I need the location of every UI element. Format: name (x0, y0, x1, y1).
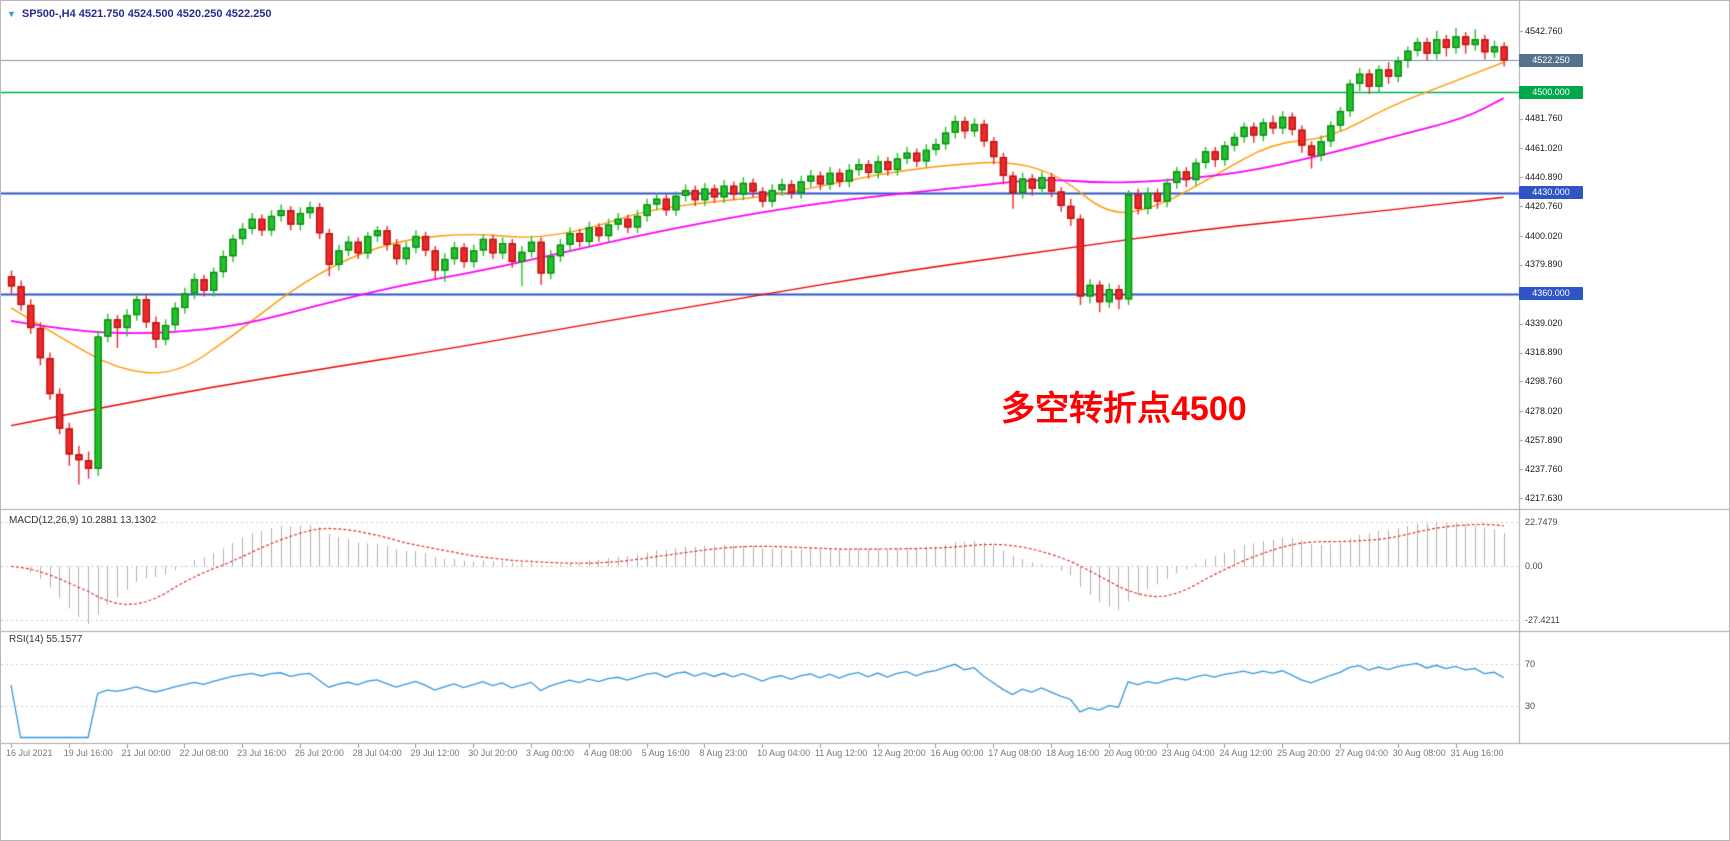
macd-axis-value: -27.4211 (1525, 615, 1560, 625)
macd-indicator-label: MACD(12,26,9) 10.2881 13.1302 (9, 515, 157, 526)
price-axis-tick: 4420.760 (1525, 200, 1563, 211)
rsi-axis-value: 30 (1525, 701, 1536, 711)
time-axis-label: 30 Aug 08:00 (1392, 748, 1446, 758)
time-axis-label: 10 Aug 04:00 (757, 748, 811, 758)
time-axis-label: 21 Jul 00:00 (121, 748, 171, 758)
time-axis-label: 27 Aug 04:00 (1334, 748, 1388, 758)
time-axis-label: 3 Aug 00:00 (526, 748, 575, 758)
time-axis-label: 25 Aug 20:00 (1277, 748, 1331, 758)
price-axis-tick: 4440.890 (1525, 171, 1563, 182)
symbol-ohlc-info: SP500-,H4 4521.750 4524.500 4520.250 452… (21, 7, 272, 20)
time-axis-label: 12 Aug 20:00 (872, 748, 926, 758)
time-axis-label: 16 Aug 00:00 (930, 748, 984, 758)
time-axis-label: 5 Aug 16:00 (641, 748, 690, 758)
macd-axis-value: 0.00 (1525, 561, 1543, 572)
rsi-axis-value: 70 (1525, 659, 1536, 669)
price-axis-tick: 4339.020 (1525, 318, 1563, 329)
macd-axis-value: 22.7479 (1525, 517, 1558, 527)
price-axis-tick: 4278.020 (1525, 405, 1563, 416)
price-axis-tick: 4217.630 (1525, 492, 1563, 503)
price-axis-tick: 4318.890 (1525, 347, 1563, 358)
rsi-indicator-label: RSI(14) 55.1577 (9, 634, 83, 645)
time-axis-label: 23 Aug 04:00 (1161, 748, 1215, 758)
price-axis-tick: 4461.020 (1525, 142, 1563, 153)
time-axis-label: 18 Aug 16:00 (1046, 748, 1100, 758)
current-price-tag: 4522.250 (1519, 53, 1583, 67)
price-axis-tick: 4257.890 (1525, 434, 1563, 445)
time-axis-label: 8 Aug 23:00 (699, 748, 748, 758)
time-axis-label: 29 Jul 12:00 (410, 748, 460, 758)
price-axis-tick: 4400.020 (1525, 230, 1563, 241)
level-price-tag: 4360.000 (1519, 287, 1583, 301)
time-axis-label: 16 Jul 2021 (6, 748, 53, 758)
time-axis-label: 23 Jul 16:00 (237, 748, 287, 758)
time-axis-label: 17 Aug 08:00 (988, 748, 1042, 758)
price-axis-tick: 4237.760 (1525, 463, 1563, 474)
time-axis-label: 22 Jul 08:00 (179, 748, 229, 758)
level-price-tag: 4430.000 (1519, 186, 1583, 200)
price-axis-tick: 4481.760 (1525, 113, 1563, 124)
level-price-tag: 4500.000 (1519, 85, 1583, 99)
time-axis-label: 24 Aug 12:00 (1219, 748, 1273, 758)
time-axis-label: 19 Jul 16:00 (63, 748, 113, 758)
price-axis-tick: 4298.760 (1525, 375, 1563, 386)
chart-header: ▼ SP500-,H4 4521.750 4524.500 4520.250 45… (7, 5, 271, 23)
time-axis-label: 30 Jul 20:00 (468, 748, 518, 758)
one-click-trading-icon[interactable]: ▼ (7, 8, 16, 19)
time-axis-label: 31 Aug 16:00 (1450, 748, 1504, 758)
time-axis-label: 28 Jul 04:00 (352, 748, 402, 758)
time-axis-label: 11 Aug 12:00 (814, 748, 868, 758)
chart-annotation-text: 多空转折点4500 (1001, 390, 1247, 428)
price-axis-tick: 4542.760 (1525, 25, 1563, 36)
time-axis-label: 4 Aug 08:00 (583, 748, 632, 758)
price-axis-tick: 4379.890 (1525, 259, 1563, 270)
time-axis-label: 20 Aug 00:00 (1103, 748, 1157, 758)
price-axis[interactable]: 4542.760 4481.760 4461.020 4440.890 4420.760… (1519, 1, 1729, 743)
time-axis-label: 26 Jul 20:00 (294, 748, 344, 758)
time-axis[interactable]: 16 Jul 2021 19 Jul 16:00 21 Jul 00:00 22 Ju… (1, 744, 1729, 766)
